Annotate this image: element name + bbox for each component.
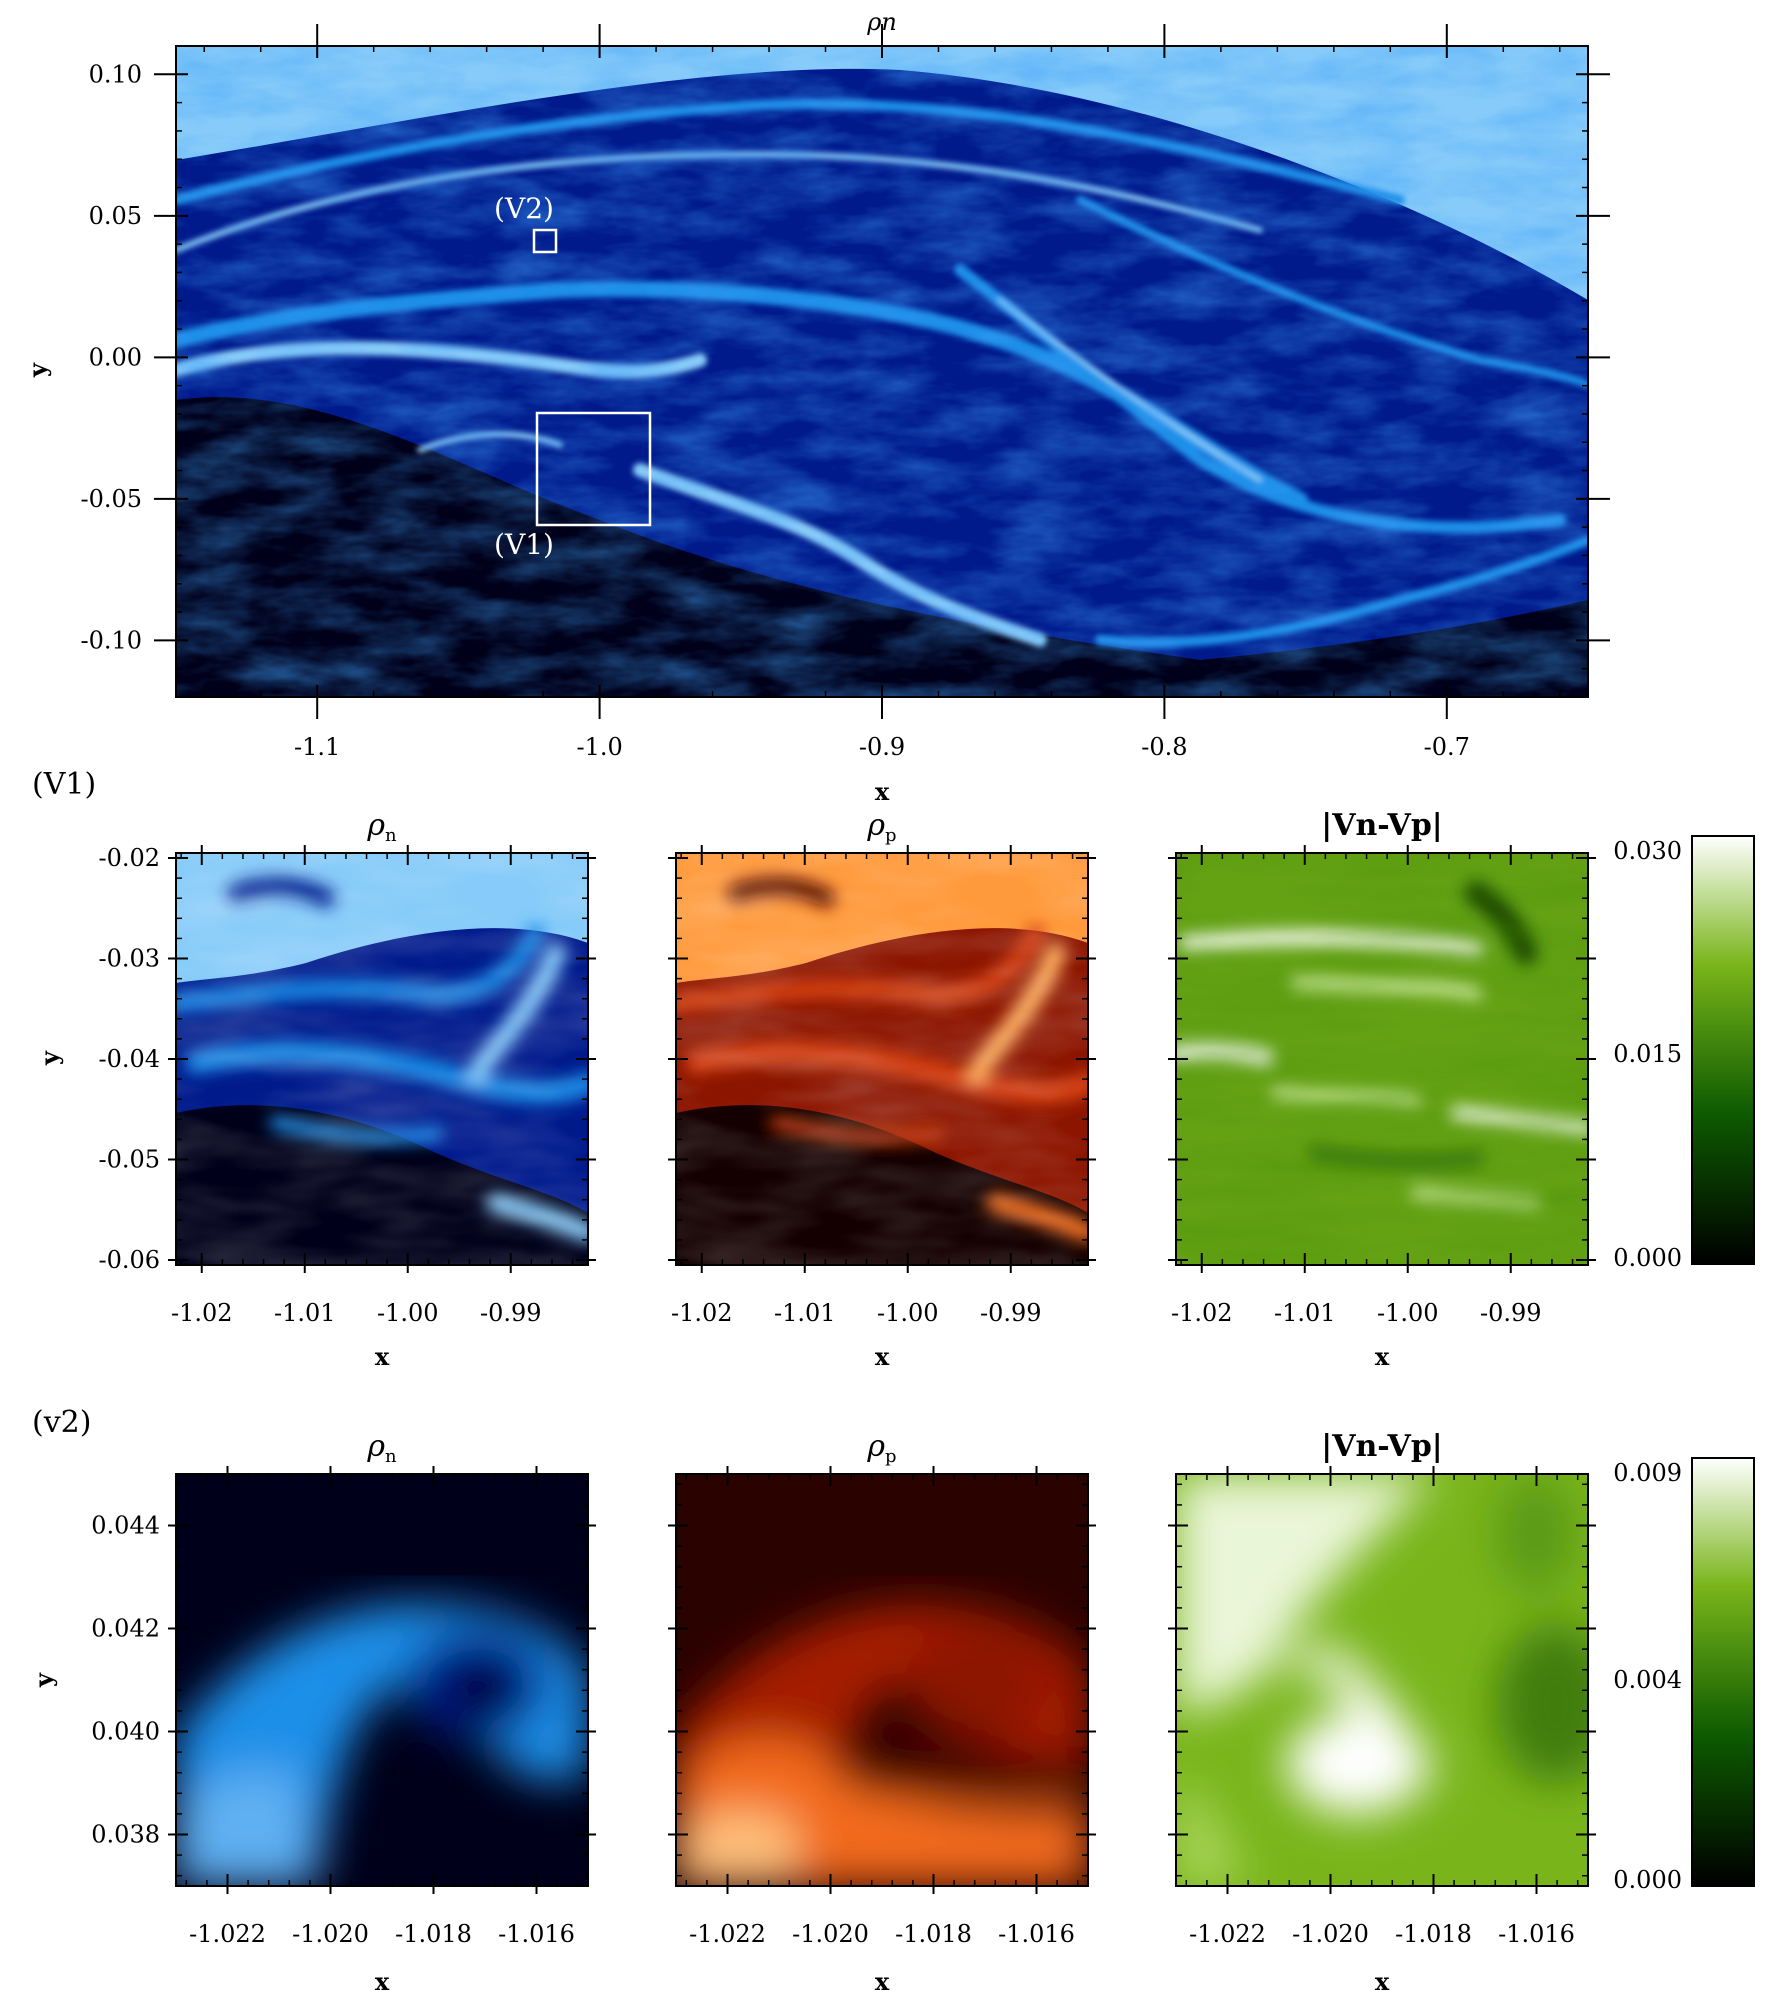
v1-xlabel-2: x — [875, 1342, 890, 1371]
v1-dv-title: |Vn-Vp| — [1321, 808, 1442, 843]
top-title: ρn — [866, 8, 897, 36]
x-tick-label: -1.02 — [671, 1299, 733, 1327]
x-tick-label: -1.016 — [498, 1920, 575, 1948]
x-tick-label: -1.0 — [576, 733, 622, 761]
box-label-v1: (V1) — [494, 528, 554, 561]
x-tick-label: -0.99 — [980, 1299, 1042, 1327]
row-label-v1: (V1) — [32, 767, 96, 802]
v2-xlabel-2: x — [875, 1967, 890, 1996]
v2-ylabel: y — [29, 1672, 58, 1688]
x-tick-label: -1.018 — [1395, 1920, 1472, 1948]
v2-colorbar: 0.009 0.004 0.000 — [1613, 1457, 1755, 1894]
x-tick-label: -1.016 — [998, 1920, 1075, 1948]
box-v2 — [532, 228, 558, 254]
box-v1 — [535, 411, 652, 527]
v1-colorbar: 0.030 0.015 0.000 — [1613, 835, 1755, 1272]
y-tick-label: -0.10 — [80, 626, 142, 654]
y-tick-label: -0.05 — [80, 485, 142, 513]
x-tick-label: -1.00 — [1377, 1299, 1439, 1327]
y-tick-label: 0.038 — [91, 1821, 160, 1849]
y-tick-label: 0.042 — [91, 1615, 160, 1643]
y-tick-label: -0.04 — [98, 1045, 160, 1073]
v1-dv-ticks: -1.02 -1.01 -1.00 -0.99 — [1168, 845, 1596, 1327]
v1-rho-p-ticks: -1.02 -1.01 -1.00 -0.99 — [668, 845, 1096, 1327]
x-tick-label: -0.7 — [1424, 733, 1470, 761]
x-tick-label: -0.99 — [1480, 1299, 1542, 1327]
x-tick-label: -1.020 — [792, 1920, 869, 1948]
v1-ylabel: y — [35, 1050, 64, 1066]
x-tick-label: -1.016 — [1498, 1920, 1575, 1948]
v1-xlabel-3: x — [1375, 1342, 1390, 1371]
x-tick-label: -1.00 — [877, 1299, 939, 1327]
x-tick-label: -1.02 — [171, 1299, 233, 1327]
v1-rho-n-ticks: -1.02 -1.01 -1.00 -0.99 -0.02 -0.03 -0.04 -0.05… — [98, 844, 596, 1327]
v1-cb-min: 0.000 — [1613, 1244, 1682, 1272]
y-tick-label: -0.05 — [98, 1145, 160, 1173]
x-tick-label: -1.02 — [1171, 1299, 1233, 1327]
v1-dv-panel: -1.02 -1.01 -1.00 -0.99 |Vn-Vp| — [1168, 808, 1596, 1327]
v1-cb-mid: 0.015 — [1613, 1040, 1682, 1068]
v1-xlabel-1: x — [375, 1342, 390, 1371]
v1-rho-n-title: ρn — [366, 808, 397, 846]
x-tick-label: -1.1 — [294, 733, 340, 761]
v2-xlabel-3: x — [1375, 1967, 1390, 1996]
x-tick-label: -0.99 — [480, 1299, 542, 1327]
x-tick-label: -1.022 — [1189, 1920, 1266, 1948]
top-heatmap — [176, 46, 1588, 697]
top-ylabel: y — [23, 362, 52, 378]
v1-rho-p-panel: -1.02 -1.01 -1.00 -0.99 ρp — [668, 808, 1096, 1327]
x-tick-label: -1.00 — [377, 1299, 439, 1327]
x-tick-label: -0.8 — [1141, 733, 1187, 761]
y-tick-label: 0.00 — [89, 343, 142, 371]
top-panel: (V2) (V1) -1.1 -1.0 -0.9 -0.8 -0.7 0.10 0.05 0.… — [23, 8, 1610, 806]
x-tick-label: -1.022 — [189, 1920, 266, 1948]
v2-rho-n-title: ρn — [366, 1429, 397, 1467]
v1-rho-p-title: ρp — [866, 808, 896, 846]
v2-rho-p-ticks: -1.022 -1.020 -1.018 -1.016 — [668, 1466, 1096, 1948]
x-tick-label: -1.01 — [774, 1299, 836, 1327]
v2-cb-mid: 0.004 — [1613, 1666, 1682, 1694]
top-xlabel: x — [875, 777, 890, 806]
x-tick-label: -1.020 — [292, 1920, 369, 1948]
y-tick-label: 0.044 — [91, 1512, 160, 1540]
box-label-v2: (V2) — [494, 192, 554, 225]
v2-rho-n-ticks: -1.022 -1.020 -1.018 -1.016 0.044 0.042 0.040 0… — [91, 1466, 596, 1948]
x-tick-label: -0.9 — [859, 733, 905, 761]
x-tick-label: -1.018 — [895, 1920, 972, 1948]
v2-rho-p-title: ρp — [866, 1429, 896, 1467]
x-tick-label: -1.01 — [274, 1299, 336, 1327]
y-tick-label: -0.02 — [98, 844, 160, 872]
top-axis-ticks: -1.1 -1.0 -0.9 -0.8 -0.7 0.10 0.05 0.00 -0.05 -0.… — [80, 24, 1610, 761]
v2-dv-panel: -1.022 -1.020 -1.018 -1.016 |Vn-Vp| — [1168, 1429, 1596, 1948]
x-tick-label: -1.022 — [689, 1920, 766, 1948]
v2-dv-title: |Vn-Vp| — [1321, 1429, 1442, 1464]
y-tick-label: 0.10 — [89, 60, 142, 88]
x-tick-label: -1.020 — [1292, 1920, 1369, 1948]
v2-cb-max: 0.009 — [1613, 1459, 1682, 1487]
v2-rho-n-panel: -1.022 -1.020 -1.018 -1.016 0.044 0.042 0.040 0… — [91, 1429, 596, 1948]
y-tick-label: 0.05 — [89, 202, 142, 230]
x-tick-label: -1.01 — [1274, 1299, 1336, 1327]
v2-cb-min: 0.000 — [1613, 1866, 1682, 1894]
x-tick-label: -1.018 — [395, 1920, 472, 1948]
y-tick-label: -0.03 — [98, 945, 160, 973]
v1-cb-max: 0.030 — [1613, 837, 1682, 865]
v2-dv-ticks: -1.022 -1.020 -1.018 -1.016 — [1168, 1466, 1596, 1948]
v2-xlabel-1: x — [375, 1967, 390, 1996]
y-tick-label: 0.040 — [91, 1718, 160, 1746]
v1-rho-n-panel: -1.02 -1.01 -1.00 -0.99 -0.02 -0.03 -0.04 -0.05… — [98, 808, 596, 1327]
y-tick-label: -0.06 — [98, 1246, 160, 1274]
v2-rho-p-panel: -1.022 -1.020 -1.018 -1.016 ρp — [668, 1429, 1096, 1948]
row-label-v2: (v2) — [32, 1405, 91, 1440]
